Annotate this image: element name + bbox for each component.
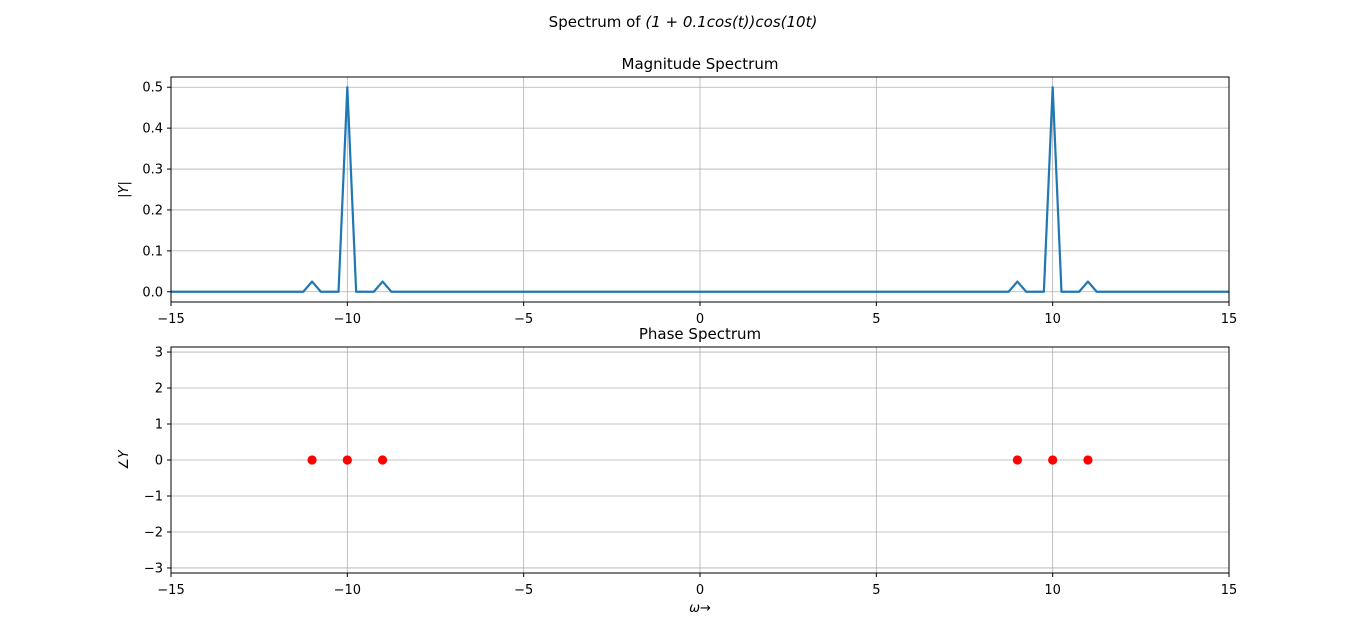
magnitude-xtick-label-6: 15 xyxy=(1221,312,1238,327)
figure-suptitle: Spectrum of (1 + 0.1cos(t))cos(10t) xyxy=(549,13,818,31)
phase-point-2 xyxy=(378,455,388,465)
suptitle-prefix: Spectrum of xyxy=(549,13,646,31)
magnitude-ytick-label-3: 0.3 xyxy=(142,163,163,178)
magnitude-xtick-label-1: −10 xyxy=(334,312,361,327)
magnitude-title: Magnitude Spectrum xyxy=(622,55,779,73)
magnitude-ytick-label-2: 0.2 xyxy=(142,203,163,218)
magnitude-series-line xyxy=(171,86,1229,293)
phase-point-5 xyxy=(1083,455,1093,465)
phase-point-4 xyxy=(1048,455,1058,465)
phase-ytick-label-1: −2 xyxy=(144,525,163,540)
magnitude-xtick-label-0: −15 xyxy=(157,312,184,327)
phase-ytick-label-5: 2 xyxy=(155,382,163,397)
magnitude-xtick-label-3: 0 xyxy=(696,312,704,327)
phase-xtick-label-6: 15 xyxy=(1221,583,1238,598)
phase-ytick-label-3: 0 xyxy=(155,454,163,469)
magnitude-spectrum-axes: −15 −10 −5 0 5 10 15 0.0 0.1 0.2 0.3 0.4 0.5 Magnitud… xyxy=(117,55,1237,327)
phase-title: Phase Spectrum xyxy=(639,325,761,343)
phase-ytick-label-4: 1 xyxy=(155,418,163,433)
phase-xtick-label-0: −15 xyxy=(157,583,184,598)
magnitude-ytick-label-0: 0.0 xyxy=(142,285,163,300)
phase-point-0 xyxy=(307,455,317,465)
magnitude-xtick-label-4: 5 xyxy=(872,312,880,327)
magnitude-ylabel: |Y| xyxy=(117,181,132,198)
phase-xlabel: ω→ xyxy=(689,601,711,616)
phase-point-3 xyxy=(1012,455,1023,465)
phase-xtick-label-1: −10 xyxy=(334,583,361,598)
phase-ylabel: ∠Y xyxy=(117,449,132,470)
magnitude-xtick-label-2: −5 xyxy=(514,312,533,327)
magnitude-ytick-label-4: 0.4 xyxy=(142,122,163,137)
phase-xtick-label-5: 10 xyxy=(1044,583,1061,598)
phase-ytick-label-0: −3 xyxy=(144,561,163,576)
magnitude-ytick-label-5: 0.5 xyxy=(142,81,163,96)
phase-point-1 xyxy=(342,455,352,465)
phase-xtick-label-4: 5 xyxy=(872,583,880,598)
magnitude-xtick-label-5: 10 xyxy=(1044,312,1061,327)
suptitle-math: (1 + 0.1cos(t))cos(10t) xyxy=(645,13,817,31)
phase-xtick-label-3: 0 xyxy=(696,583,704,598)
phase-xtick-label-2: −5 xyxy=(514,583,533,598)
magnitude-ytick-label-1: 0.1 xyxy=(142,244,163,259)
phase-ytick-label-2: −1 xyxy=(144,489,163,504)
phase-ytick-label-6: 3 xyxy=(155,346,163,361)
